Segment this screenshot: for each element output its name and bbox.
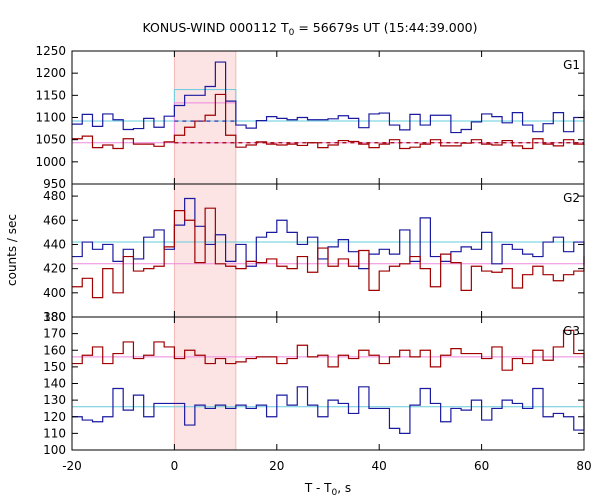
x-axis-label: T - T0, s bbox=[304, 481, 351, 498]
panel-g2-ytick-label: 380 bbox=[43, 310, 66, 324]
panel-g1: 950 1000 1050 1100 1150 1200 1250 G1 bbox=[35, 44, 585, 191]
xtick-label: -20 bbox=[62, 459, 82, 473]
panel-g2-ytick-label: 400 bbox=[43, 286, 66, 300]
panel-g2-ytick-label: 480 bbox=[43, 189, 66, 203]
panel-g1-ytick-label: 1200 bbox=[35, 66, 66, 80]
panel-g1-ytick-label: 1000 bbox=[35, 155, 66, 169]
panel-g3-ytick-label: 160 bbox=[43, 343, 66, 357]
panel-g3-ytick-label: 140 bbox=[43, 377, 66, 391]
panel-g3-series-blue bbox=[72, 386, 585, 434]
panel-g3: 100 110 120 130 140 150 160 170 180 G3 bbox=[43, 310, 585, 457]
panel-g1-ytick-label: 1050 bbox=[35, 133, 66, 147]
y-axis-label: counts / sec bbox=[5, 214, 19, 286]
panel-g3-ytick-label: 110 bbox=[43, 426, 66, 440]
svg-text:T - T0, s: T - T0, s bbox=[304, 481, 351, 498]
panel-g1-series-red bbox=[72, 93, 585, 150]
panel-g3-ytick-label: 180 bbox=[43, 310, 66, 324]
panel-g1-label: G1 bbox=[563, 58, 580, 72]
svg-text:KONUS-WIND 000112 T0 = 56679s: KONUS-WIND 000112 T0 = 56679s UT (15:44:… bbox=[142, 20, 477, 38]
panel-g1-ytick-label: 1150 bbox=[35, 88, 66, 102]
panel-g2: 380 400 420 440 460 480 G2 bbox=[43, 183, 585, 324]
panel-g3-ytick-label: 100 bbox=[43, 443, 66, 457]
panel-g1-ytick-label: 1100 bbox=[35, 111, 66, 125]
xtick-label: 20 bbox=[269, 459, 284, 473]
title-main: KONUS-WIND 000112 T bbox=[142, 20, 288, 35]
panel-g3-series-red bbox=[72, 329, 585, 371]
plot-area: 950100010501100115012001250G138040042044… bbox=[35, 44, 591, 473]
xtick-label: 80 bbox=[576, 459, 591, 473]
panel-g3-ytick-label: 150 bbox=[43, 360, 66, 374]
chart-title: KONUS-WIND 000112 T0 = 56679s UT (15:44:… bbox=[142, 20, 477, 38]
panel-g2-ytick-label: 420 bbox=[43, 262, 66, 276]
xlabel-rest: , s bbox=[337, 481, 351, 495]
panel-g3-ytick-label: 130 bbox=[43, 393, 66, 407]
panel-g1-ytick-label: 950 bbox=[43, 177, 66, 191]
xlabel-main: T - T bbox=[304, 481, 332, 495]
xtick-label: 60 bbox=[474, 459, 489, 473]
panel-g2-ytick-label: 440 bbox=[43, 237, 66, 251]
panel-g2-ytick-label: 460 bbox=[43, 213, 66, 227]
panel-g3-frame bbox=[71, 316, 585, 451]
panel-g2-series-red bbox=[72, 207, 585, 299]
panel-g2-series-blue bbox=[72, 197, 585, 270]
panel-g3-label: G3 bbox=[563, 324, 580, 338]
panel-g1-ytick-label: 1250 bbox=[35, 44, 66, 58]
xtick-label: 0 bbox=[171, 459, 179, 473]
title-subscript: 0 bbox=[289, 28, 295, 38]
xlabel-subscript: 0 bbox=[332, 488, 338, 498]
xtick-label: 40 bbox=[372, 459, 387, 473]
panel-g3-ytick-label: 170 bbox=[43, 327, 66, 341]
panel-g1-series-blue bbox=[72, 61, 585, 134]
panel-g3-ytick-label: 120 bbox=[43, 410, 66, 424]
panel-g1-frame bbox=[71, 50, 585, 185]
title-rest: = 56679s UT (15:44:39.000) bbox=[294, 20, 477, 35]
panel-g2-label: G2 bbox=[563, 191, 580, 205]
